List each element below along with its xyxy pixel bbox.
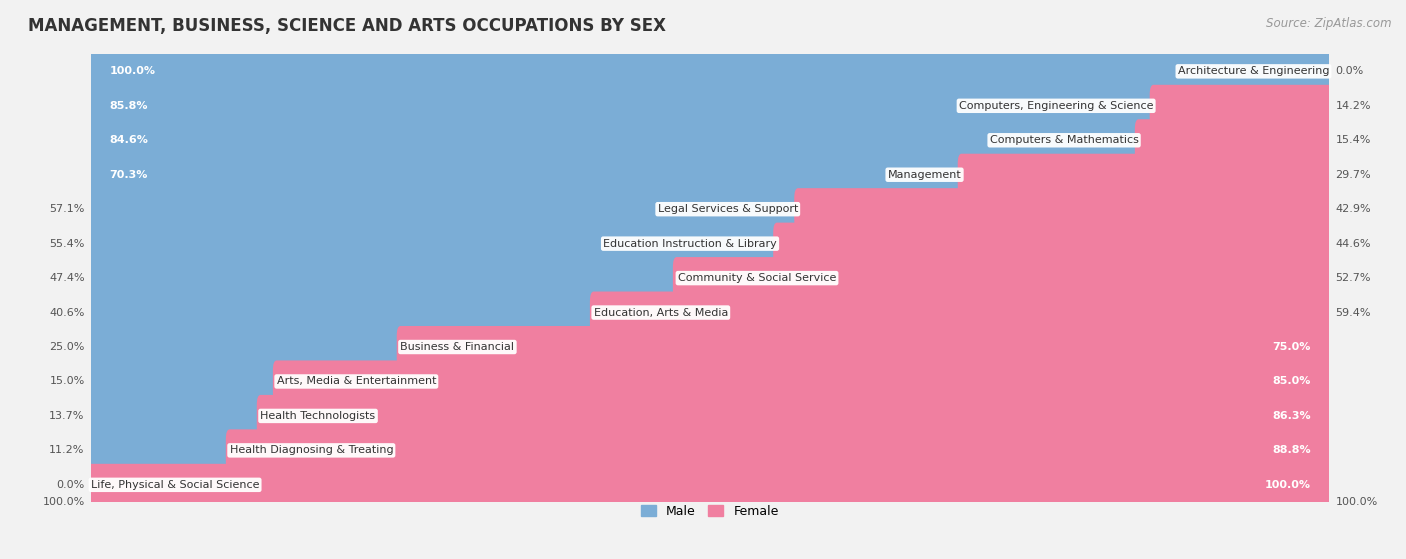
FancyBboxPatch shape <box>84 72 1336 140</box>
FancyBboxPatch shape <box>84 382 1336 449</box>
FancyBboxPatch shape <box>84 210 1336 277</box>
Text: 13.7%: 13.7% <box>49 411 84 421</box>
Text: Education Instruction & Library: Education Instruction & Library <box>603 239 778 249</box>
Text: 85.8%: 85.8% <box>110 101 148 111</box>
Text: 57.1%: 57.1% <box>49 204 84 214</box>
Text: 29.7%: 29.7% <box>1336 170 1371 180</box>
Text: 25.0%: 25.0% <box>49 342 84 352</box>
FancyBboxPatch shape <box>87 154 965 196</box>
Text: Architecture & Engineering: Architecture & Engineering <box>1178 67 1329 77</box>
FancyBboxPatch shape <box>84 244 1336 312</box>
Text: Legal Services & Support: Legal Services & Support <box>658 204 799 214</box>
FancyBboxPatch shape <box>226 429 1333 471</box>
Text: Life, Physical & Social Science: Life, Physical & Social Science <box>91 480 259 490</box>
FancyBboxPatch shape <box>84 107 1336 174</box>
Text: 11.2%: 11.2% <box>49 446 84 456</box>
Text: MANAGEMENT, BUSINESS, SCIENCE AND ARTS OCCUPATIONS BY SEX: MANAGEMENT, BUSINESS, SCIENCE AND ARTS O… <box>28 17 666 35</box>
FancyBboxPatch shape <box>957 154 1333 196</box>
Text: Community & Social Service: Community & Social Service <box>678 273 837 283</box>
Text: Health Technologists: Health Technologists <box>260 411 375 421</box>
Text: Arts, Media & Entertainment: Arts, Media & Entertainment <box>277 376 436 386</box>
FancyBboxPatch shape <box>84 416 1336 484</box>
Text: 84.6%: 84.6% <box>110 135 148 145</box>
FancyBboxPatch shape <box>84 141 1336 209</box>
Text: 85.0%: 85.0% <box>1272 376 1310 386</box>
Text: 52.7%: 52.7% <box>1336 273 1371 283</box>
Text: 0.0%: 0.0% <box>1336 67 1364 77</box>
FancyBboxPatch shape <box>1150 85 1333 127</box>
Text: 15.4%: 15.4% <box>1336 135 1371 145</box>
FancyBboxPatch shape <box>273 361 1333 402</box>
Text: Health Diagnosing & Treating: Health Diagnosing & Treating <box>229 446 394 456</box>
Text: 47.4%: 47.4% <box>49 273 84 283</box>
Text: 42.9%: 42.9% <box>1336 204 1371 214</box>
Text: 100.0%: 100.0% <box>42 497 84 507</box>
Text: Business & Financial: Business & Financial <box>401 342 515 352</box>
FancyBboxPatch shape <box>87 429 233 471</box>
Text: 0.0%: 0.0% <box>56 480 84 490</box>
FancyBboxPatch shape <box>87 464 1333 506</box>
FancyBboxPatch shape <box>87 222 780 264</box>
FancyBboxPatch shape <box>87 188 801 230</box>
FancyBboxPatch shape <box>87 395 264 437</box>
Text: 14.2%: 14.2% <box>1336 101 1371 111</box>
FancyBboxPatch shape <box>87 292 598 334</box>
FancyBboxPatch shape <box>84 313 1336 381</box>
FancyBboxPatch shape <box>591 292 1333 334</box>
FancyBboxPatch shape <box>84 348 1336 415</box>
FancyBboxPatch shape <box>87 326 404 368</box>
Text: Management: Management <box>887 170 962 180</box>
Text: 86.3%: 86.3% <box>1272 411 1310 421</box>
Text: 100.0%: 100.0% <box>1264 480 1310 490</box>
FancyBboxPatch shape <box>396 326 1333 368</box>
Text: Source: ZipAtlas.com: Source: ZipAtlas.com <box>1267 17 1392 30</box>
Text: 15.0%: 15.0% <box>49 376 84 386</box>
FancyBboxPatch shape <box>773 222 1333 264</box>
FancyBboxPatch shape <box>84 37 1336 105</box>
Text: 70.3%: 70.3% <box>110 170 148 180</box>
FancyBboxPatch shape <box>257 395 1333 437</box>
FancyBboxPatch shape <box>87 50 1333 92</box>
FancyBboxPatch shape <box>84 451 1336 519</box>
Text: 88.8%: 88.8% <box>1272 446 1310 456</box>
FancyBboxPatch shape <box>87 361 280 402</box>
Text: Computers, Engineering & Science: Computers, Engineering & Science <box>959 101 1153 111</box>
FancyBboxPatch shape <box>87 257 682 299</box>
Text: Education, Arts & Media: Education, Arts & Media <box>593 307 728 318</box>
Text: Computers & Mathematics: Computers & Mathematics <box>990 135 1139 145</box>
Text: 59.4%: 59.4% <box>1336 307 1371 318</box>
Legend: Male, Female: Male, Female <box>637 500 783 523</box>
FancyBboxPatch shape <box>84 176 1336 243</box>
Text: 75.0%: 75.0% <box>1272 342 1310 352</box>
Text: 100.0%: 100.0% <box>1336 497 1378 507</box>
FancyBboxPatch shape <box>87 119 1142 162</box>
Text: 44.6%: 44.6% <box>1336 239 1371 249</box>
FancyBboxPatch shape <box>84 279 1336 347</box>
FancyBboxPatch shape <box>87 85 1157 127</box>
Text: 100.0%: 100.0% <box>110 67 156 77</box>
FancyBboxPatch shape <box>673 257 1333 299</box>
FancyBboxPatch shape <box>794 188 1333 230</box>
FancyBboxPatch shape <box>1135 119 1333 162</box>
Text: 55.4%: 55.4% <box>49 239 84 249</box>
Text: 40.6%: 40.6% <box>49 307 84 318</box>
